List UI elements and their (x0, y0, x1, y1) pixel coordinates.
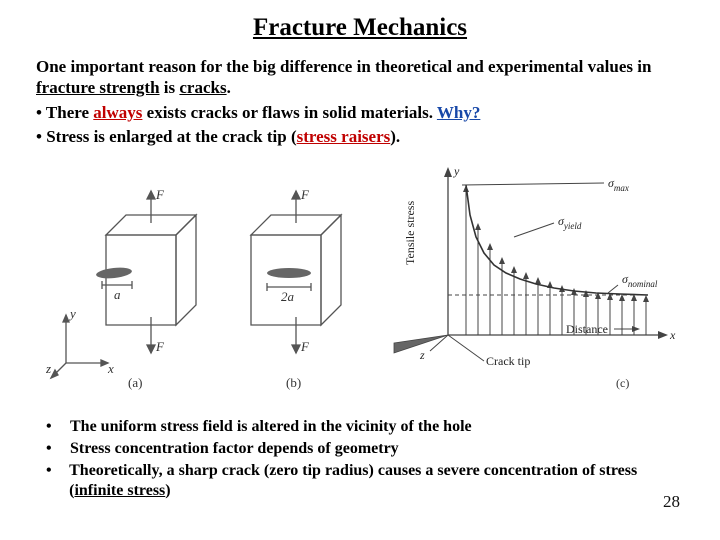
intro-cracks: cracks (179, 78, 226, 97)
figB-2a: 2a (281, 289, 295, 304)
figC-label: (c) (616, 376, 629, 390)
svg-text:σnominal: σnominal (622, 272, 658, 289)
figA-F-top: F (155, 187, 165, 202)
figure-c: Tensile stress y x Distance σyield σmax (386, 165, 686, 395)
b1-mid: exists cracks or flaws in solid material… (142, 103, 437, 122)
figA-label: (a) (128, 375, 142, 390)
b1-always: always (93, 103, 142, 122)
figA-axis-x: x (107, 361, 114, 376)
bullet-2: • Stress is enlarged at the crack tip (s… (36, 126, 684, 147)
b2-post: ). (390, 127, 400, 146)
figC-xaxis: x (669, 328, 676, 342)
b2-pre: • Stress is enlarged at the crack tip ( (36, 127, 297, 146)
figC-smax-sub: max (614, 183, 629, 193)
figC-yaxis: y (453, 165, 460, 178)
figB-F-top: F (300, 187, 310, 202)
figA-a: a (114, 287, 121, 302)
intro-post: . (227, 78, 231, 97)
figA-axis-y: y (68, 306, 76, 321)
figC-syield-sub: yield (563, 221, 582, 231)
figB-F-bottom: F (300, 339, 310, 354)
svg-text:σyield: σyield (558, 214, 582, 231)
page-number: 28 (663, 492, 680, 512)
page-title: Fracture Mechanics (36, 14, 684, 42)
intro-pre: One important reason for the big differe… (36, 57, 651, 76)
b1-why: Why? (437, 103, 480, 122)
lower-b3: Theoretically, a sharp crack (zero tip r… (69, 461, 684, 501)
figure-a: y x z a F (46, 165, 221, 390)
intro-paragraph: One important reason for the big differe… (36, 56, 684, 99)
lower-b2: Stress concentration factor depends of g… (70, 439, 399, 459)
bullet-dot: • (46, 439, 56, 459)
figures-row: y x z a F (36, 165, 684, 405)
b1-pre: • There (36, 103, 93, 122)
svg-text:σmax: σmax (608, 176, 629, 193)
lower-b1: The uniform stress field is altered in t… (70, 417, 472, 437)
figC-curve (466, 185, 648, 295)
lower-bullets: • The uniform stress field is altered in… (36, 417, 684, 502)
bullet-dot: • (46, 417, 56, 437)
bullet-1: • There always exists cracks or flaws in… (36, 102, 684, 123)
figC-cracktip: Crack tip (486, 354, 530, 368)
bullet-dot: • (46, 461, 55, 501)
figC-xlabel: Distance (566, 322, 608, 336)
svg-text:z: z (419, 348, 425, 362)
figC-arrows-field (463, 185, 649, 335)
lower-b3c: ) (165, 482, 170, 499)
figB-label: (b) (286, 375, 301, 390)
intro-mid: is (160, 78, 180, 97)
figC-snom-sub: nominal (628, 279, 658, 289)
intro-fracture-strength: fracture strength (36, 78, 160, 97)
figure-b: 2a F F (b) (231, 165, 376, 390)
figA-axis-z: z (46, 361, 51, 376)
lower-b3b: infinite stress (74, 482, 165, 499)
b2-stress-raisers: stress raisers (297, 127, 391, 146)
figA-F-bottom: F (155, 339, 165, 354)
figC-ylabel: Tensile stress (403, 201, 417, 265)
